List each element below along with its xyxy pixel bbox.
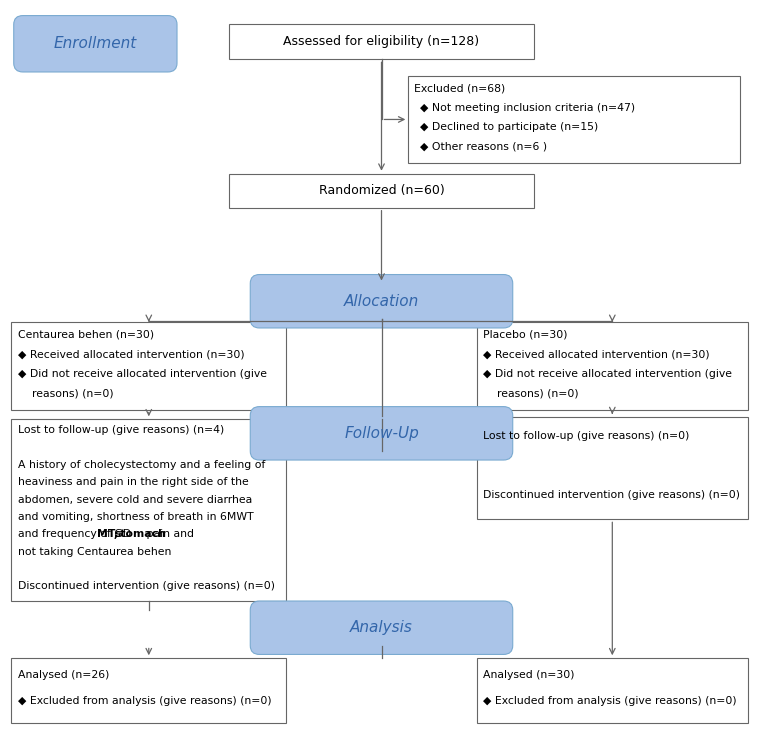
Text: Randomized (n=60): Randomized (n=60) [319,184,444,197]
Text: ◆ Received allocated intervention (n=30): ◆ Received allocated intervention (n=30) [483,349,710,359]
Text: Lost to follow-up (give reasons) (n=4): Lost to follow-up (give reasons) (n=4) [18,425,224,436]
Text: ◆ Excluded from analysis (give reasons) (n=0): ◆ Excluded from analysis (give reasons) … [18,696,271,706]
FancyBboxPatch shape [11,419,286,601]
Text: Centaurea behen (n=30): Centaurea behen (n=30) [18,329,153,340]
Text: ◆ Did not receive allocated intervention (give: ◆ Did not receive allocated intervention… [18,369,266,378]
Text: not taking Centaurea behen: not taking Centaurea behen [18,547,171,556]
FancyBboxPatch shape [477,658,748,723]
Text: ◆ Declined to participate (n=15): ◆ Declined to participate (n=15) [420,122,599,132]
FancyBboxPatch shape [250,601,513,654]
Text: ◆ Received allocated intervention (n=30): ◆ Received allocated intervention (n=30) [18,349,244,359]
FancyBboxPatch shape [229,24,534,59]
Text: reasons) (n=0): reasons) (n=0) [18,388,113,398]
Text: heaviness and pain in the right side of the: heaviness and pain in the right side of … [18,477,248,487]
Text: and vomiting, shortness of breath in 6MWT: and vomiting, shortness of breath in 6MW… [18,512,253,522]
Text: ◆ Did not receive allocated intervention (give: ◆ Did not receive allocated intervention… [483,369,732,378]
Text: and frequency of GD: and frequency of GD [18,529,130,539]
FancyBboxPatch shape [408,76,740,163]
Text: Enrollment: Enrollment [53,36,137,51]
Text: Excluded (n=68): Excluded (n=68) [414,83,506,93]
FancyBboxPatch shape [11,658,286,723]
Text: Allocation: Allocation [344,294,419,309]
FancyBboxPatch shape [250,407,513,460]
FancyBboxPatch shape [14,16,177,72]
Text: Analysed (n=26): Analysed (n=26) [18,670,109,680]
FancyBboxPatch shape [250,275,513,328]
Text: stomach: stomach [114,529,166,539]
Text: MT,: MT, [98,529,118,539]
Text: Discontinued intervention (give reasons) (n=0): Discontinued intervention (give reasons)… [483,490,740,499]
Text: Assessed for eligibility (n=128): Assessed for eligibility (n=128) [283,35,480,48]
Text: Discontinued intervention (give reasons) (n=0): Discontinued intervention (give reasons)… [18,581,275,591]
FancyBboxPatch shape [477,417,748,519]
Text: Analysed (n=30): Analysed (n=30) [483,670,575,680]
Text: abdomen, severe cold and severe diarrhea: abdomen, severe cold and severe diarrhea [18,495,252,505]
FancyBboxPatch shape [229,174,534,208]
Text: pain and: pain and [143,529,195,539]
Text: Analysis: Analysis [350,620,413,635]
Text: ◆ Other reasons (n=6 ): ◆ Other reasons (n=6 ) [420,142,548,151]
Text: Placebo (n=30): Placebo (n=30) [483,329,568,340]
Text: A history of cholecystectomy and a feeling of: A history of cholecystectomy and a feeli… [18,460,265,470]
FancyBboxPatch shape [477,322,748,410]
FancyBboxPatch shape [11,322,286,410]
Text: ◆ Not meeting inclusion criteria (n=47): ◆ Not meeting inclusion criteria (n=47) [420,103,636,113]
Text: reasons) (n=0): reasons) (n=0) [483,388,578,398]
Text: Follow-Up: Follow-Up [344,426,419,441]
Text: Lost to follow-up (give reasons) (n=0): Lost to follow-up (give reasons) (n=0) [483,431,689,441]
Text: ◆ Excluded from analysis (give reasons) (n=0): ◆ Excluded from analysis (give reasons) … [483,696,736,706]
